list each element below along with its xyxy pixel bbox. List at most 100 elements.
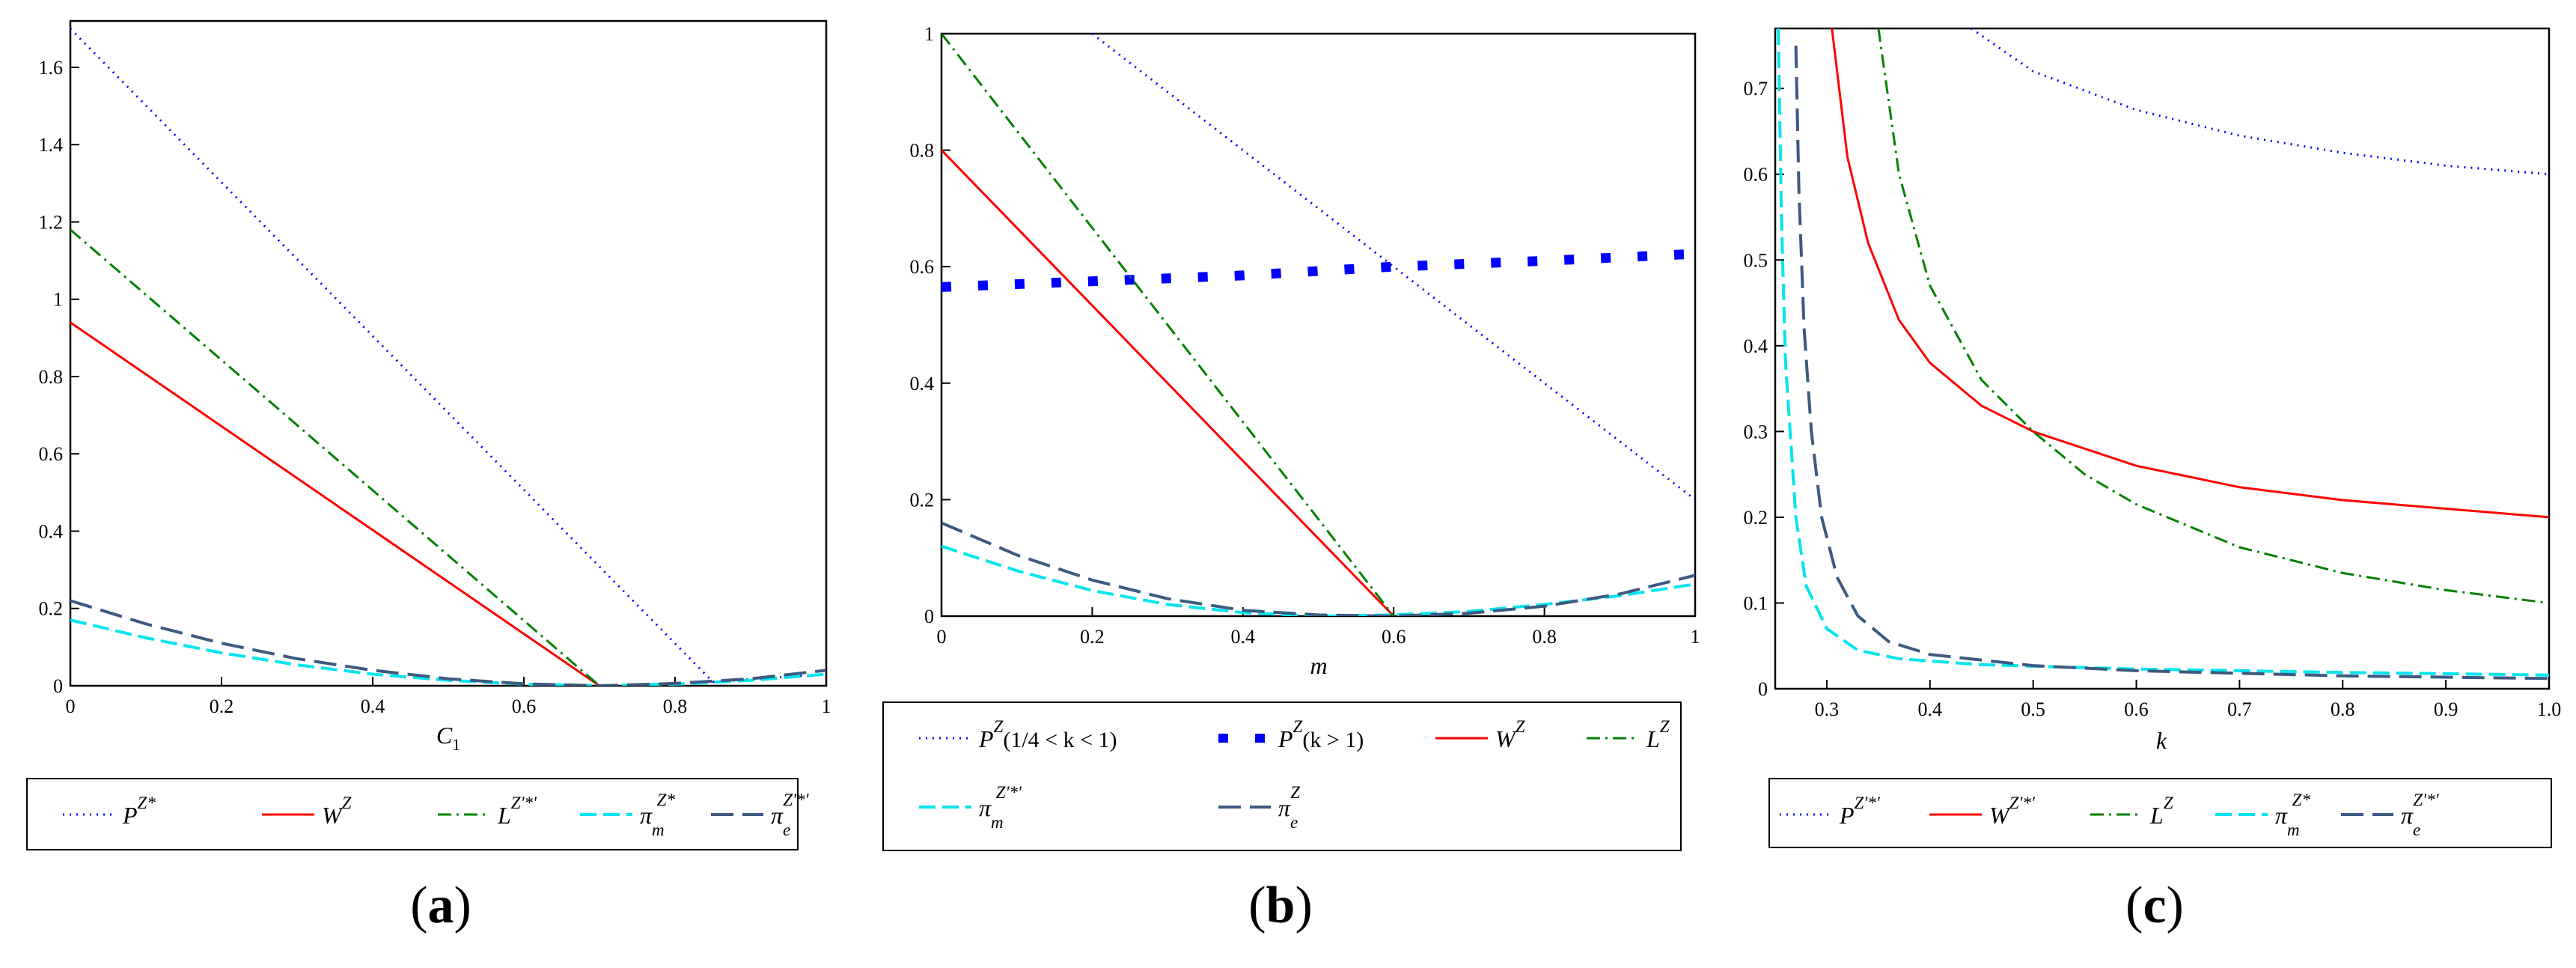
- legend-label: PZ'*': [1839, 794, 1881, 829]
- x-tick-label: 0.7: [2227, 698, 2252, 720]
- legend-label: πmZ'*': [979, 783, 1022, 832]
- series-group: [941, 34, 1695, 616]
- series-group: [70, 28, 826, 686]
- x-tick-label: 0.9: [2434, 698, 2459, 720]
- legend-label: LZ: [1646, 717, 1670, 752]
- x-tick-label: 0.4: [1918, 698, 1943, 720]
- y-axis: 0 0.2 0.4 0.6 0.8 1: [910, 23, 950, 627]
- y-tick-label: 0: [924, 606, 934, 627]
- series-line-pie: [1794, 45, 2549, 681]
- x-axis: 0 0.2 0.4 0.6 0.8 1: [937, 607, 1700, 648]
- y-axis: 0 0.1 0.2 0.3 0.4 0.5 0.6 0.7: [1744, 78, 1784, 700]
- y-tick-label: 0.8: [39, 366, 64, 388]
- legend: PZ* WZ LZ'*' πmZ* πeZ'*': [26, 778, 809, 850]
- y-tick-label: 1.4: [39, 134, 64, 156]
- y-tick-label: 1: [924, 23, 934, 45]
- series-line-pim: [941, 544, 1695, 616]
- y-tick-label: 0.4: [1744, 335, 1768, 357]
- series-line-W: [70, 321, 600, 686]
- y-tick-label: 0.2: [39, 598, 64, 620]
- y-tick-label: 0.5: [1744, 249, 1768, 271]
- series-line-pie: [941, 521, 1695, 616]
- x-tick-label: 0.2: [210, 695, 234, 717]
- y-tick-label: 0.6: [1744, 164, 1768, 186]
- x-axis: 0.3 0.4 0.5 0.6 0.7 0.8 0.9 1.0: [1815, 680, 2562, 720]
- series-line-L: [70, 228, 600, 686]
- x-tick-label: 1.0: [2537, 698, 2562, 720]
- legend-label: PZ(k > 1): [1278, 717, 1364, 752]
- panel-label: (b): [1248, 877, 1313, 934]
- plot-frame: [1774, 27, 2551, 690]
- series-line-P: [1971, 28, 2549, 176]
- y-tick-label: 0.6: [39, 443, 64, 465]
- x-tick-label: 0.8: [663, 695, 688, 717]
- y-tick-label: 0.7: [1744, 78, 1768, 100]
- y-tick-label: 1.6: [39, 57, 64, 79]
- y-tick-label: 0.4: [910, 373, 935, 395]
- y-axis: 0 0.2 0.4 0.6 0.8 1 1.2 1.4 1.6: [39, 57, 79, 697]
- legend-label: WZ: [322, 794, 352, 829]
- x-tick-label: 1: [822, 695, 831, 717]
- legend-label: πeZ'*': [771, 791, 809, 839]
- y-tick-label: 0.1: [1744, 592, 1768, 614]
- panel-a: 0 0.2 0.4 0.6 0.8 1 1.2 1.4 1.6 0 0.2 0.4 0.6 0.8 1 C…: [26, 19, 831, 934]
- legend: PZ'*' WZ'*' LZ πmZ* πeZ'*': [1768, 778, 2552, 848]
- series-line-pim: [1777, 28, 2549, 677]
- legend-box: [1768, 778, 2552, 848]
- x-tick-label: 0: [66, 695, 76, 717]
- x-tick-label: 0.6: [2124, 698, 2149, 720]
- x-tick-label: 0.4: [361, 695, 385, 717]
- panel-label: (c): [2125, 877, 2184, 934]
- y-tick-label: 0.3: [1744, 421, 1768, 442]
- x-tick-label: 0.8: [2331, 698, 2355, 720]
- y-tick-label: 0.6: [910, 256, 935, 278]
- legend-label: LZ: [2149, 794, 2173, 829]
- y-tick-label: 1.2: [39, 211, 64, 233]
- series-line-P: [70, 28, 826, 684]
- y-tick-label: 0.2: [910, 489, 935, 511]
- x-tick-label: 0.5: [2021, 698, 2045, 720]
- panel-b: 0 0.2 0.4 0.6 0.8 1 0 0.2 0.4 0.6 0.8 1 m PZ(1/4 <…: [882, 23, 1700, 934]
- y-tick-label: 0: [53, 675, 63, 697]
- legend-label: πmZ*: [640, 791, 675, 839]
- legend-label: WZ'*': [1989, 794, 2036, 829]
- legend-label: πeZ: [1278, 783, 1300, 832]
- panel-label: (a): [410, 877, 471, 934]
- legend-box: [882, 701, 1682, 851]
- y-tick-label: 0.8: [910, 140, 935, 162]
- series-line-P2: [941, 249, 1695, 292]
- x-axis-label: C1: [436, 722, 460, 754]
- plot-frame: [69, 19, 828, 687]
- series-line-W: [1831, 28, 2549, 519]
- series-line-L: [941, 34, 1395, 616]
- legend-label: πeZ'*': [2401, 791, 2439, 839]
- x-tick-label: 1: [1691, 626, 1700, 648]
- y-tick-label: 0: [1758, 678, 1768, 700]
- x-axis-label: k: [2156, 727, 2167, 754]
- y-tick-label: 0.4: [39, 520, 64, 542]
- series-line-P1: [1091, 34, 1695, 501]
- series-line-W: [941, 149, 1395, 616]
- x-tick-label: 0.8: [1532, 626, 1557, 648]
- x-tick-label: 0.6: [512, 695, 537, 717]
- series-group: [1777, 28, 2549, 681]
- series-line-pim: [70, 618, 826, 686]
- y-tick-label: 1: [53, 289, 63, 311]
- y-tick-label: 0.2: [1744, 507, 1768, 529]
- legend-label: LZ'*': [497, 794, 537, 829]
- x-tick-label: 0: [937, 626, 947, 648]
- x-axis-label: m: [1310, 652, 1327, 679]
- x-tick-label: 0.3: [1815, 698, 1840, 720]
- legend-label: πmZ*: [2275, 791, 2310, 839]
- legend-box: [26, 778, 799, 850]
- x-axis: 0 0.2 0.4 0.6 0.8 1: [66, 677, 831, 717]
- panel-c: 00.10.20.30.40.50.60.7 0.3 0.4 0.5 0.6 0.7 0.…: [1744, 27, 2562, 934]
- series-line-pie: [70, 599, 826, 686]
- legend: PZ(1/4 < k < 1) PZ(k > 1) WZ LZ πmZ'*' πeZ: [882, 701, 1682, 851]
- plot-frame: [940, 32, 1697, 618]
- series-line-L: [1877, 28, 2549, 604]
- x-tick-label: 0.2: [1080, 626, 1105, 648]
- legend-label: PZ*: [122, 794, 156, 829]
- x-tick-label: 0.6: [1382, 626, 1406, 648]
